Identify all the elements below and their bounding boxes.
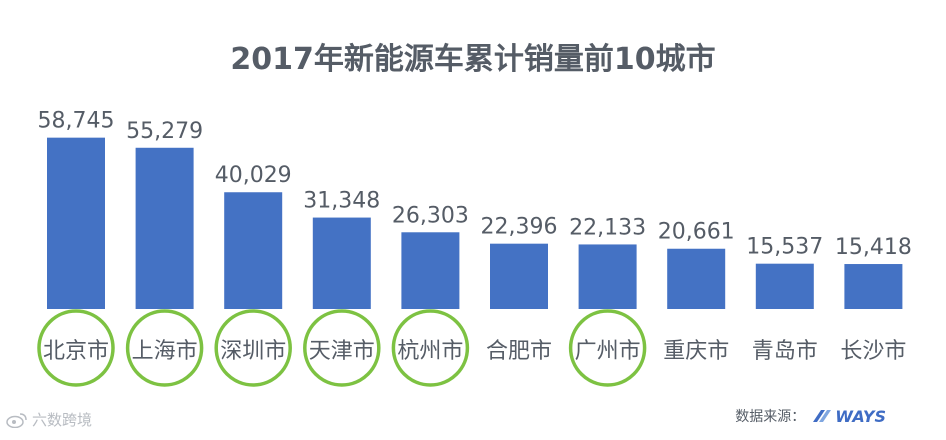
bar	[490, 243, 548, 309]
data-label: 15,537	[746, 235, 823, 260]
bar	[135, 147, 194, 309]
highlight-circle	[37, 309, 115, 387]
data-label: 58,745	[38, 109, 115, 134]
highlight-circle	[391, 309, 470, 387]
ways-logo: WAYS	[811, 407, 886, 426]
bar	[755, 263, 814, 309]
category-label: 杭州市	[397, 339, 463, 364]
ways-logo-icon	[813, 410, 832, 422]
watermark-text: 六数跨境	[32, 411, 93, 429]
watermark: 六数跨境	[6, 409, 92, 430]
category-label: 广州市	[575, 339, 641, 364]
data-label: 22,396	[481, 215, 558, 240]
highlight-circle	[214, 309, 292, 387]
data-label: 22,133	[569, 215, 646, 240]
highlight-circle	[303, 309, 381, 387]
data-label: 40,029	[215, 163, 292, 188]
bar	[224, 192, 283, 309]
bar	[844, 264, 903, 309]
category-label: 合肥市	[486, 339, 552, 364]
category-label: 青岛市	[752, 339, 818, 364]
bar	[667, 248, 726, 309]
data-label: 31,348	[303, 189, 380, 214]
data-label: 20,661	[658, 220, 735, 245]
highlight-circle	[568, 309, 647, 387]
category-label: 北京市	[43, 339, 109, 364]
category-label: 天津市	[309, 339, 375, 364]
data-label: 15,418	[835, 235, 912, 260]
weibo-icon	[6, 412, 28, 428]
data-label: 55,279	[126, 119, 203, 144]
category-label: 长沙市	[840, 339, 906, 364]
category-label: 重庆市	[663, 339, 729, 364]
source-label: 数据来源：	[735, 409, 806, 425]
bar	[401, 232, 460, 309]
category-label: 上海市	[132, 339, 198, 364]
highlight-circle	[125, 309, 204, 387]
data-label: 26,303	[392, 203, 469, 228]
data-source: 数据来源： WAYS	[735, 406, 886, 426]
bar	[312, 217, 371, 309]
chart-title: 2017年新能源车累计销量前10城市	[230, 42, 716, 77]
ways-logo-text: WAYS	[835, 406, 886, 426]
bar	[578, 244, 637, 309]
category-label: 深圳市	[220, 339, 286, 364]
bar	[47, 137, 105, 309]
